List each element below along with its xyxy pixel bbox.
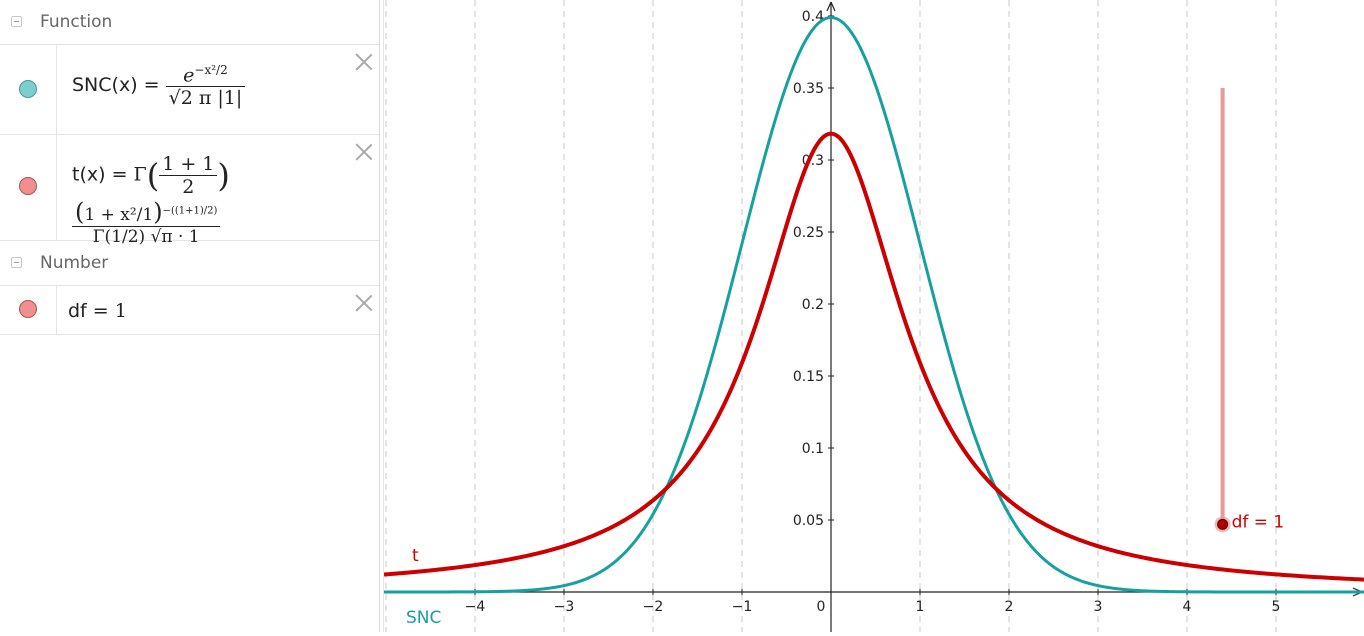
y-tick-label: 0.15 — [793, 369, 824, 385]
algebra-item-snc[interactable]: SNC(x) = e−x²/2 √2 π |1| — [0, 45, 379, 135]
graphics-view[interactable]: −4 −3 −2 −1 0 1 2 3 4 5 0.05 0.1 0.15 0.2 0.25 0.3 0.35 0… — [383, 0, 1364, 632]
df-formula[interactable]: df = 1 — [68, 300, 127, 322]
x-tick-label: −1 — [732, 599, 753, 615]
equals-sign: = — [143, 74, 160, 97]
x-tick-label: −2 — [643, 599, 664, 615]
x-tick-label: −3 — [554, 599, 575, 615]
equals-sign: = — [92, 300, 109, 322]
slider-label[interactable]: df = 1 — [1232, 512, 1285, 532]
y-tick-label: 0.35 — [793, 81, 824, 97]
x-tick-label: 0 — [817, 599, 826, 615]
series-t-line[interactable] — [383, 131, 1364, 582]
power-exponent: −((1+1)/2) — [162, 205, 218, 217]
algebra-item-df[interactable]: df = 1 — [0, 286, 379, 335]
visibility-toggle-icon[interactable] — [19, 177, 37, 195]
gamma-argument: 1 + 1 2 — [159, 153, 218, 198]
visibility-toggle-icon[interactable] — [19, 80, 37, 98]
y-axis-arrow — [826, 1, 836, 12]
exponent: −x²/2 — [194, 63, 228, 77]
series-snc-line[interactable] — [384, 16, 1364, 594]
number-name: df — [68, 300, 87, 322]
y-tick-label: 0.1 — [802, 441, 824, 457]
graphics-canvas[interactable]: −4 −3 −2 −1 0 1 2 3 4 50.050.10.150.20.250.30.350… — [383, 0, 1364, 632]
x-tick-label: 3 — [1094, 599, 1103, 615]
y-tick-label: 0.4 — [802, 9, 824, 25]
snc-formula[interactable]: SNC(x) = e−x²/2 √2 π |1| — [72, 63, 246, 110]
denominator: √2 π |1| — [168, 87, 243, 110]
t-formula[interactable]: t(x) = Γ( 1 + 1 2 ) (1 + x²/1)−((1+1)/2)… — [72, 153, 230, 247]
x-tick-label: 5 — [1272, 599, 1281, 615]
marble-cell[interactable] — [0, 45, 57, 134]
category-function[interactable]: Function — [0, 0, 379, 45]
gamma-symbol: Γ — [133, 163, 147, 186]
equals-sign: = — [111, 163, 128, 186]
collapse-icon[interactable] — [11, 16, 22, 27]
y-tick-label: 0.25 — [793, 225, 824, 241]
x-tick-label: −4 — [465, 599, 486, 615]
curve-label-t[interactable]: t — [412, 546, 419, 566]
gamma-arg-numerator: 1 + 1 — [159, 153, 218, 176]
function-name: t(x) — [72, 163, 106, 186]
x-tick-label: 2 — [1005, 599, 1014, 615]
gamma-arg-denominator: 2 — [182, 176, 195, 198]
algebra-item-t[interactable]: t(x) = Γ( 1 + 1 2 ) (1 + x²/1)−((1+1)/2)… — [0, 135, 379, 247]
visibility-toggle-icon[interactable] — [19, 300, 37, 318]
category-label: Function — [40, 12, 113, 32]
denominator: Γ(1/2) √π · 1 — [92, 227, 200, 247]
y-tick-label: 0.05 — [793, 513, 824, 529]
power-base: 1 + x²/1 — [84, 205, 154, 225]
x-tick-label: 1 — [916, 599, 925, 615]
curve-label-snc[interactable]: SNC — [406, 608, 441, 628]
fraction: e−x²/2 √2 π |1| — [165, 63, 246, 110]
algebra-view: Function SNC(x) = e−x²/2 √2 π |1| t(x) =… — [0, 0, 380, 632]
category-number[interactable]: Number — [0, 241, 379, 286]
delete-icon[interactable] — [355, 294, 373, 312]
collapse-icon[interactable] — [11, 257, 22, 268]
fraction: (1 + x²/1)−((1+1)/2) Γ(1/2) √π · 1 — [72, 198, 221, 247]
slider-handle[interactable] — [1217, 518, 1229, 530]
euler-e: e — [183, 64, 195, 87]
marble-cell[interactable] — [0, 286, 57, 334]
y-tick-label: 0.2 — [802, 297, 824, 313]
function-name: SNC(x) — [72, 74, 138, 97]
category-label: Number — [40, 253, 109, 273]
delete-icon[interactable] — [355, 53, 373, 71]
marble-cell[interactable] — [0, 135, 57, 240]
x-tick-label: 4 — [1183, 599, 1192, 615]
number-value: 1 — [114, 300, 127, 322]
view-divider[interactable] — [383, 0, 384, 632]
